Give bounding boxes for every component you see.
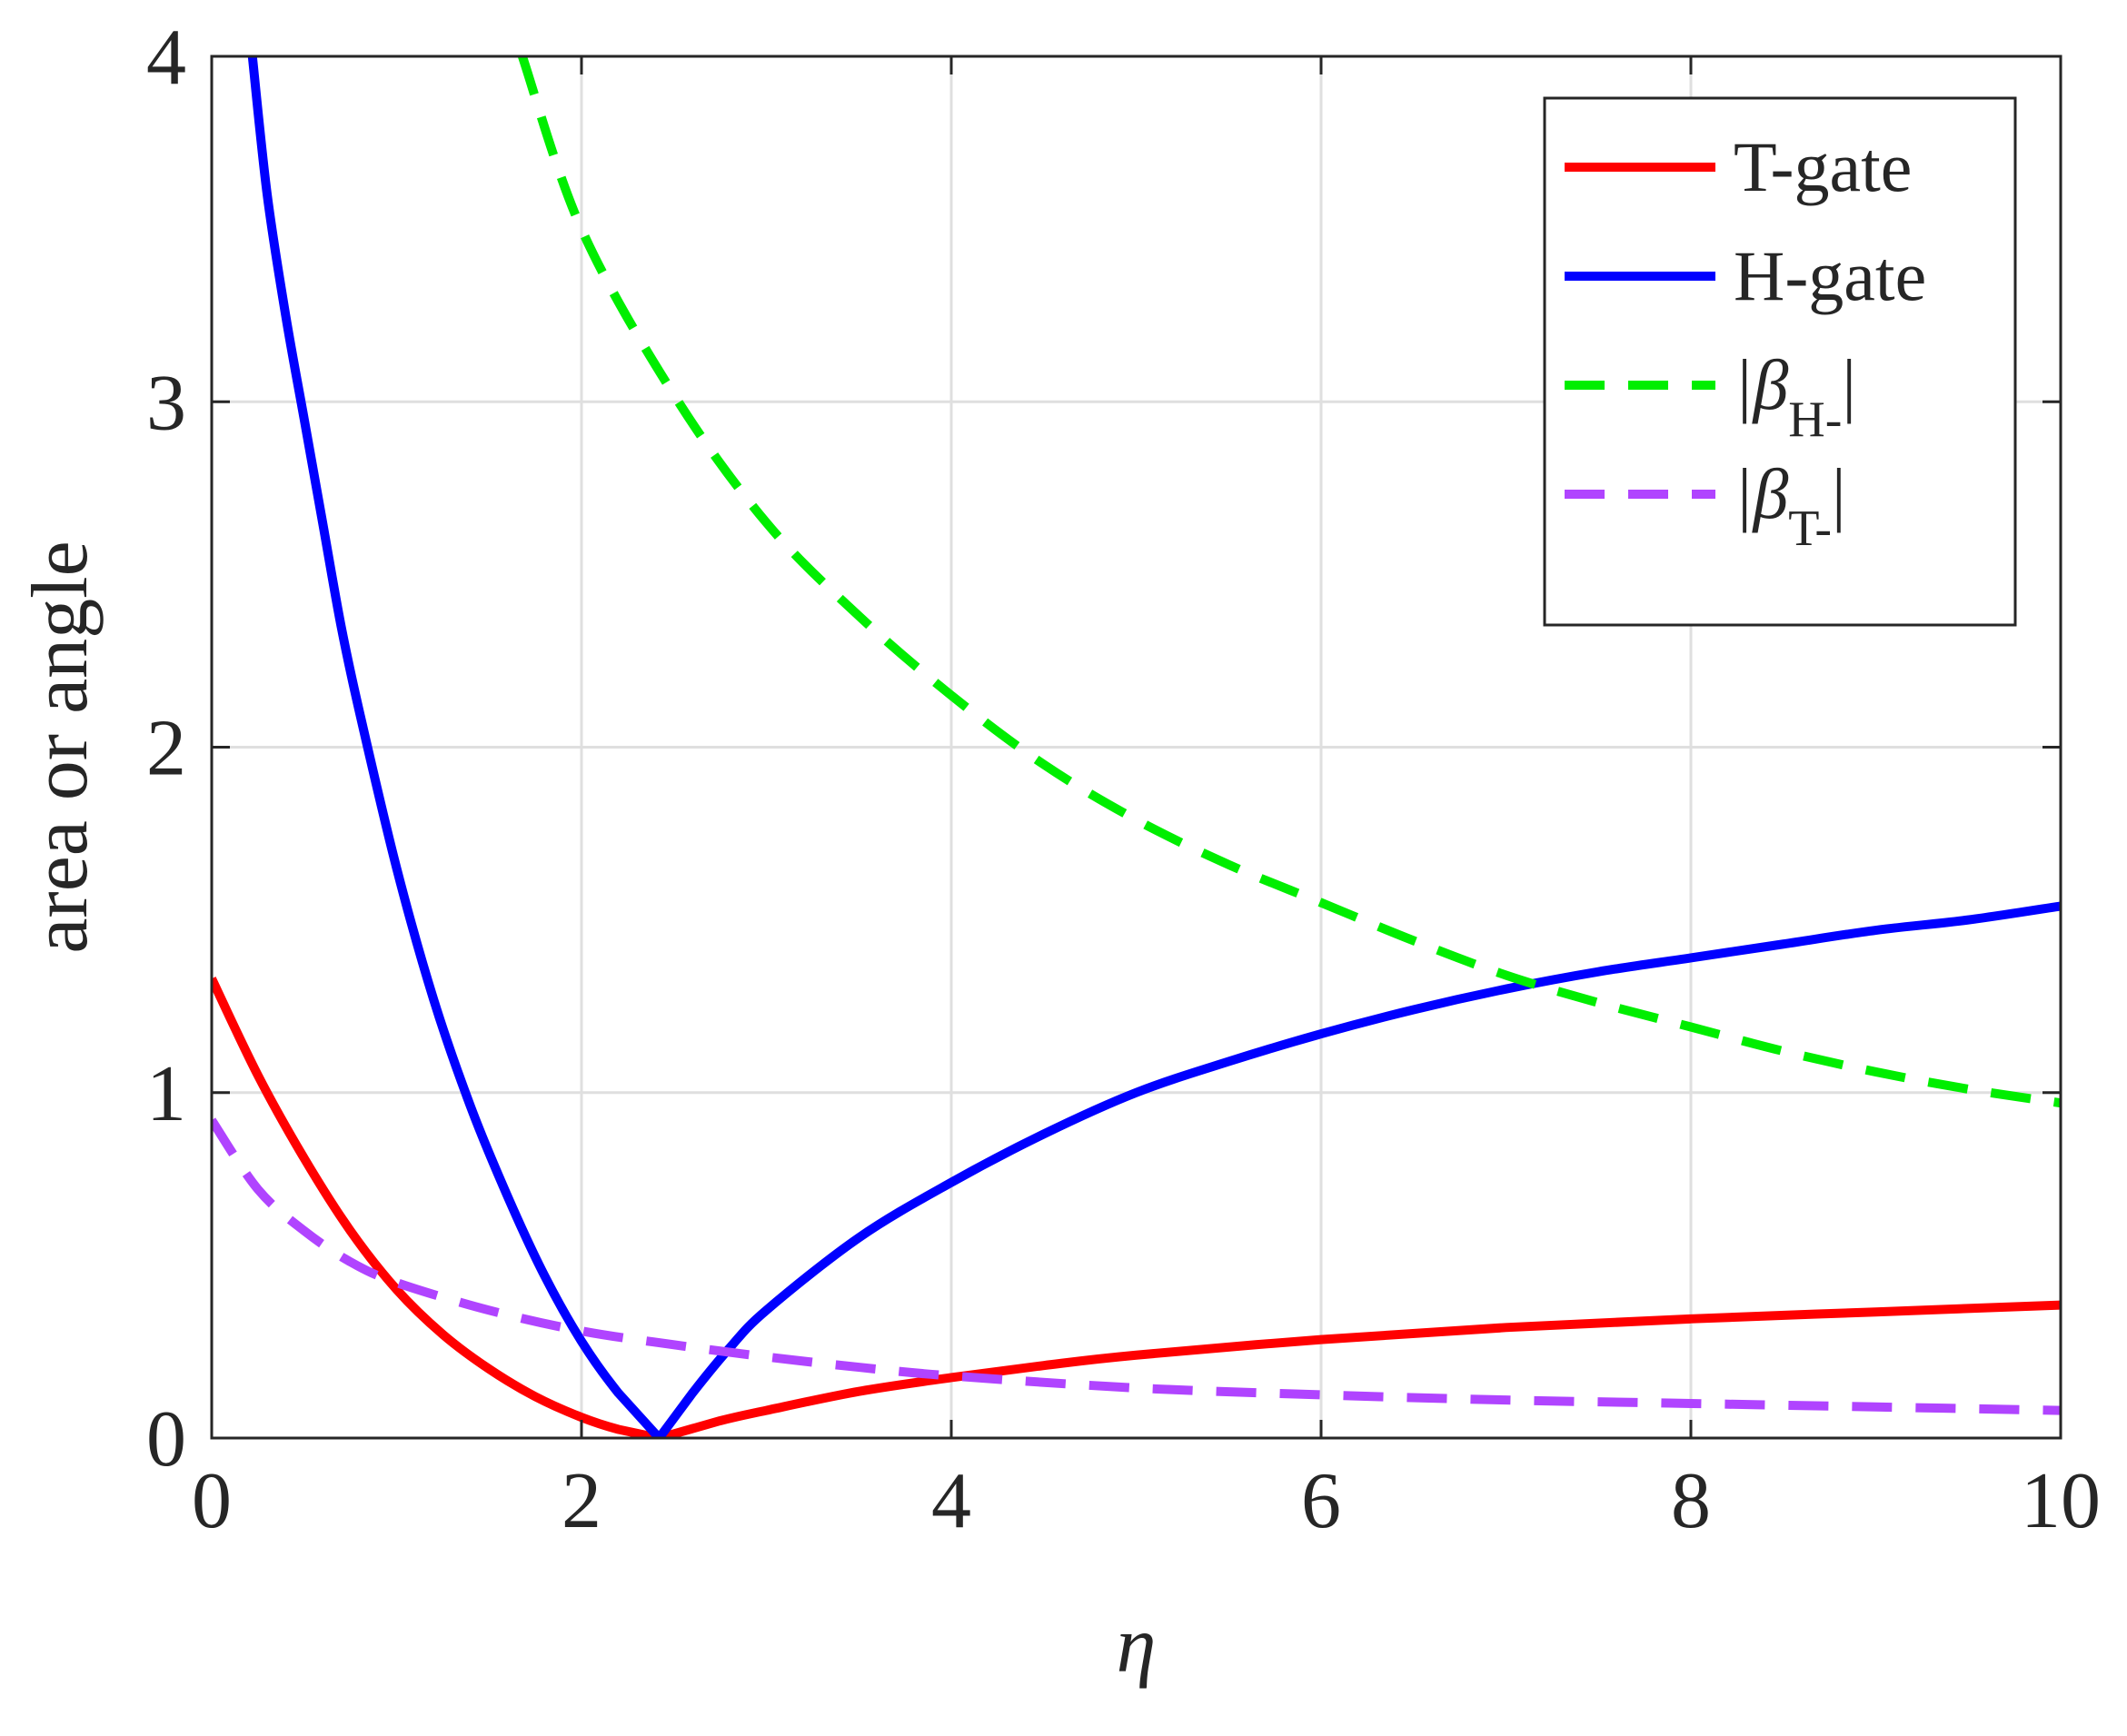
series-line-2 — [247, 56, 2061, 1438]
series-lines — [212, 56, 2061, 1438]
y-tick-label: 2 — [146, 705, 186, 793]
legend-label: |βH-| — [1734, 345, 1856, 448]
legend-label: |βT-| — [1734, 454, 1846, 557]
legend-label: T-gate — [1734, 127, 1912, 206]
legend: T-gate H-gate |βH-||βT-| — [1543, 96, 2017, 627]
y-axis-title: area or angle — [16, 541, 104, 953]
x-tick-label: 8 — [1671, 1457, 1711, 1545]
x-tick-label: 6 — [1301, 1457, 1341, 1545]
y-tick-label: 0 — [146, 1395, 186, 1483]
x-tick-label: 2 — [562, 1457, 601, 1545]
series-line-1 — [212, 977, 2061, 1438]
y-tick-label: 1 — [146, 1050, 186, 1138]
series-line-3 — [518, 56, 2061, 1108]
x-tick-label: 10 — [2021, 1457, 2101, 1545]
x-tick-label: 4 — [931, 1457, 971, 1545]
x-tick-label: 0 — [192, 1457, 232, 1545]
series-line-4 — [212, 1117, 2061, 1415]
y-tick-label: 4 — [146, 14, 186, 102]
x-axis-title: η — [1117, 1602, 1157, 1690]
y-tick-label: 3 — [146, 359, 186, 447]
legend-box — [1543, 96, 2017, 627]
axis-ticks: 0 2 4 6 8 10 0 1 2 3 4 — [146, 14, 2101, 1545]
legend-label: H-gate — [1734, 236, 1926, 315]
